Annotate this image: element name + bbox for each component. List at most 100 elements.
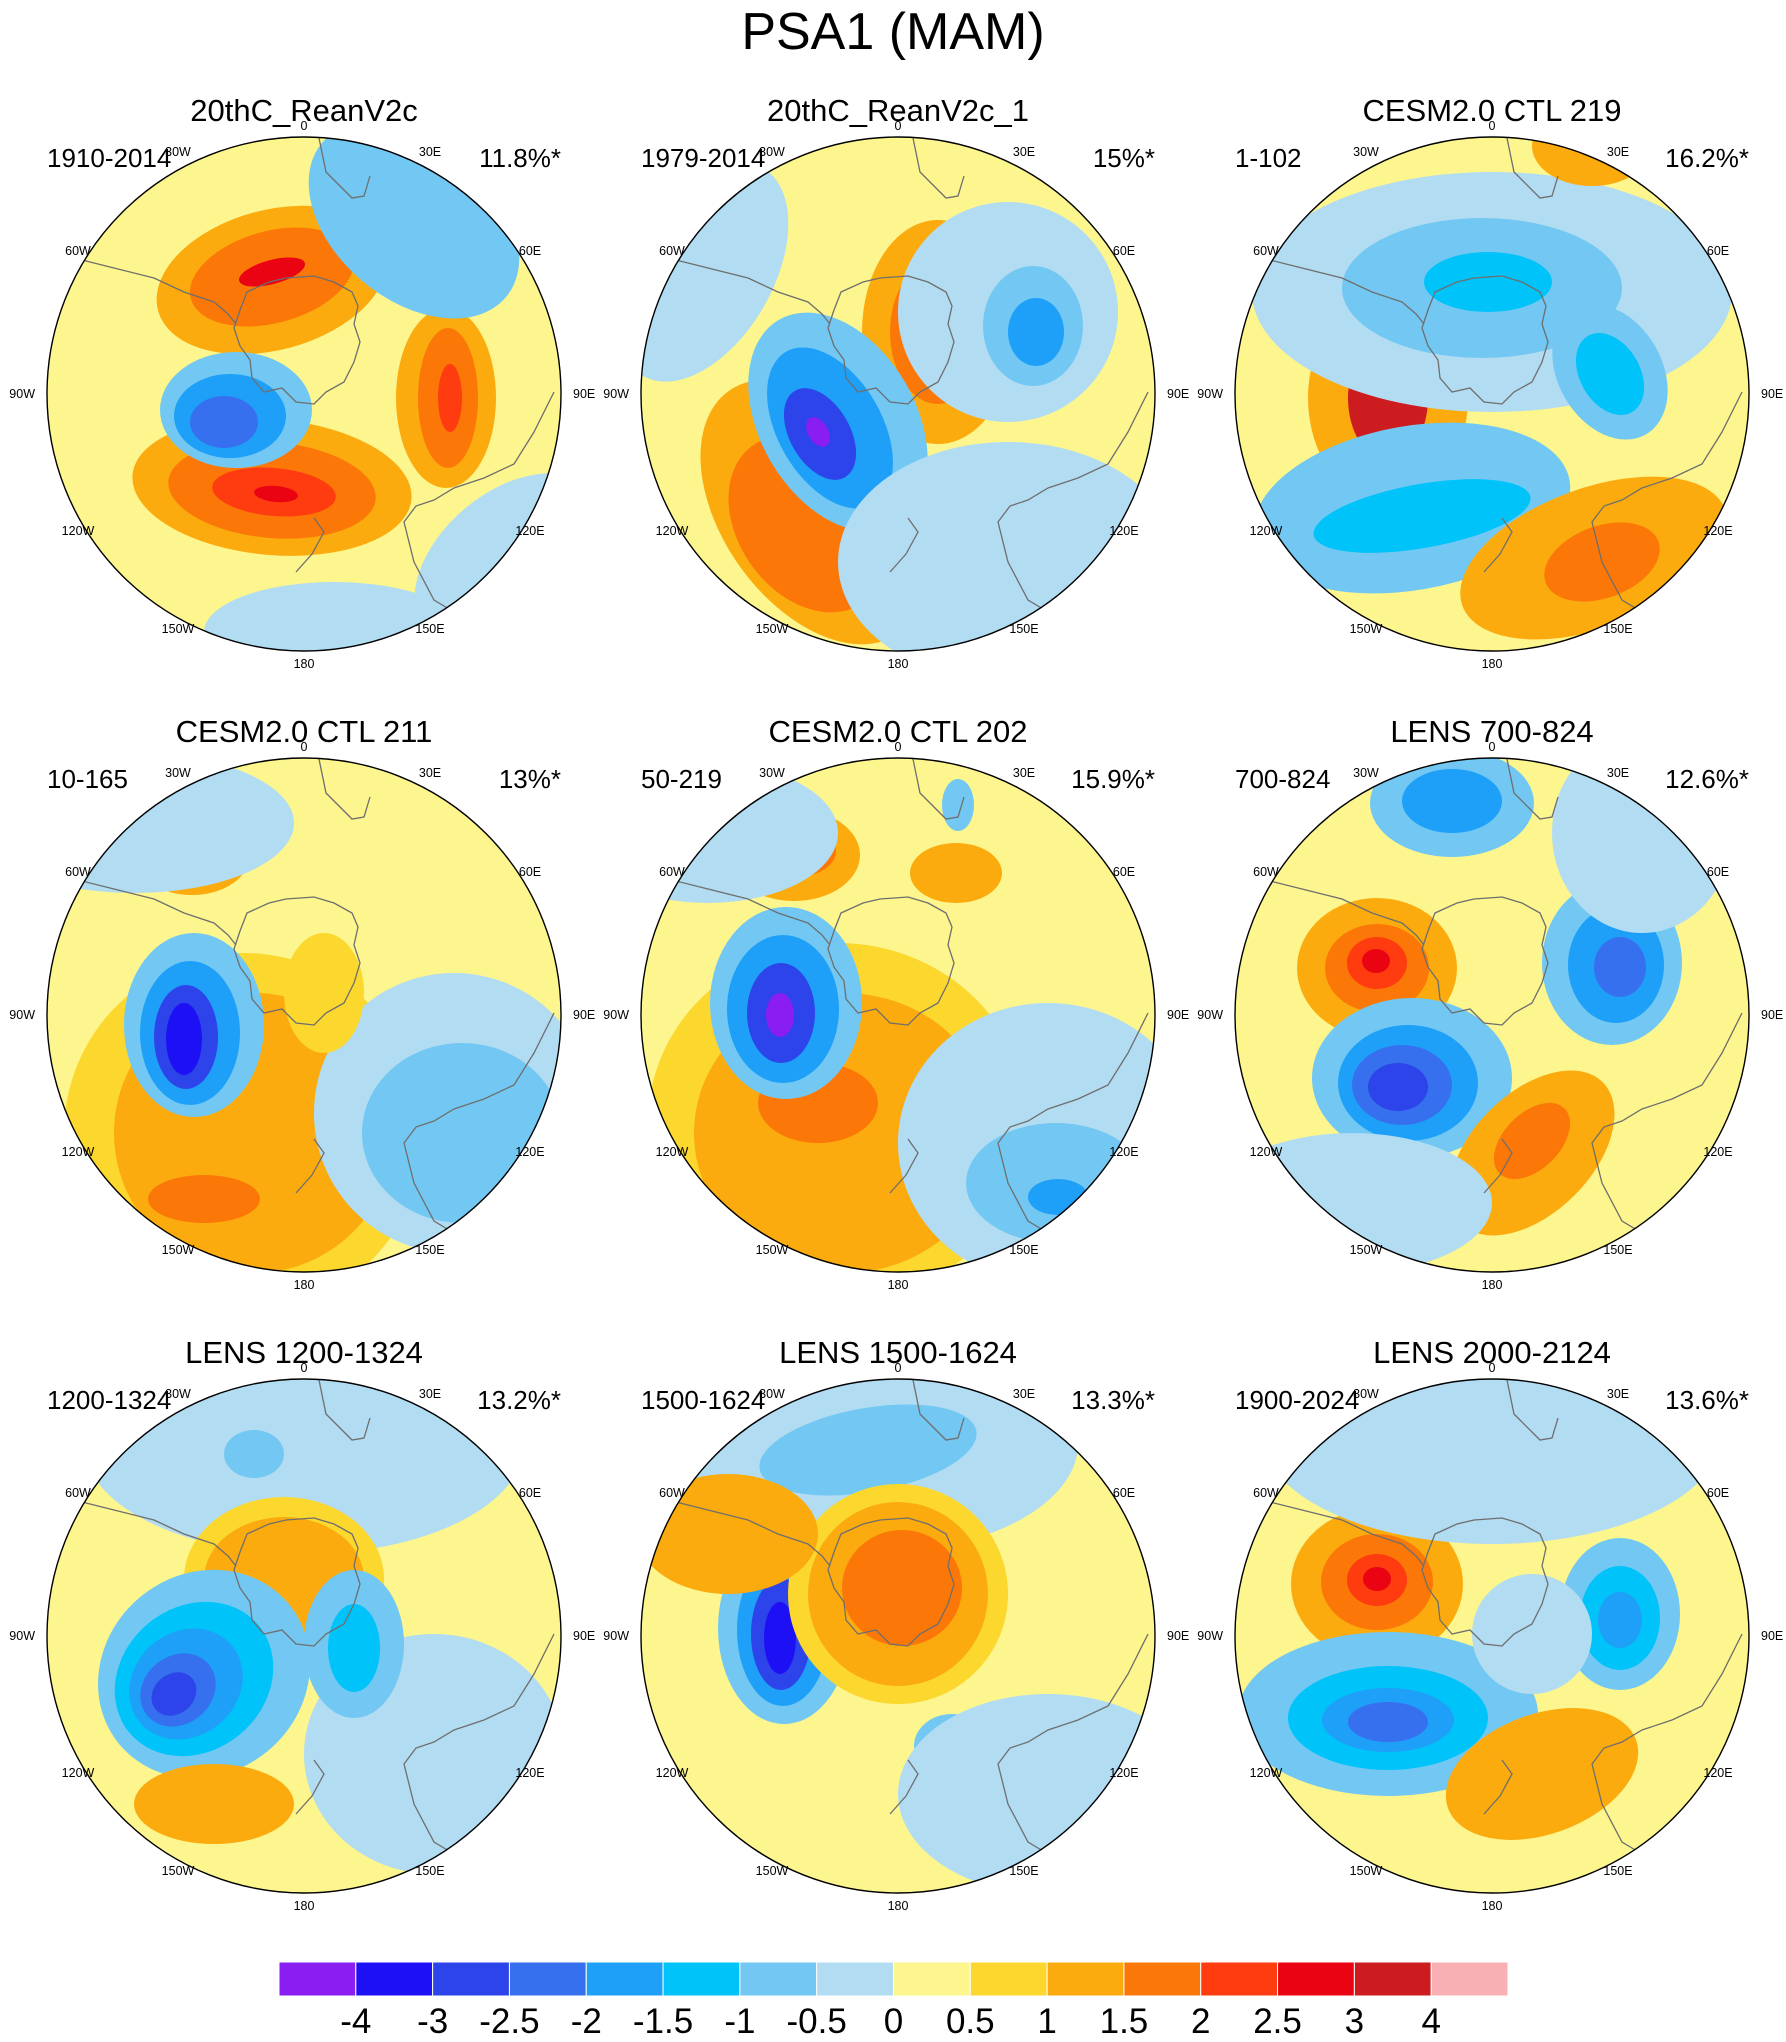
contour-field bbox=[47, 758, 561, 1272]
longitude-labels: 0 30E 60E 90E 120E 150E 180 150W 120W 90… bbox=[1197, 1361, 1783, 1913]
africa-coast bbox=[912, 1379, 965, 1441]
lon-30w: 30W bbox=[759, 145, 785, 159]
south-america-coast bbox=[1261, 257, 1425, 325]
contour-region bbox=[438, 364, 462, 432]
lon-90w: 90W bbox=[9, 387, 35, 401]
panel-8: 0 30E 60E 90E 120E 150E 180 150W 120W 90… bbox=[603, 1334, 1189, 1934]
colorbar-box bbox=[585, 1961, 664, 1997]
contour-region bbox=[328, 1604, 380, 1692]
new-zealand-coast bbox=[889, 1138, 919, 1194]
lon-60w: 60W bbox=[659, 1486, 685, 1500]
map-border bbox=[640, 1378, 1156, 1894]
longitude-labels: 0 30E 60E 90E 120E 150E 180 150W 120W 90… bbox=[9, 740, 595, 1292]
lon-0: 0 bbox=[1489, 119, 1496, 133]
colorbar-box bbox=[1430, 1961, 1509, 1997]
contour-region bbox=[1368, 1063, 1428, 1111]
lon-90w: 90W bbox=[1197, 1629, 1223, 1643]
colorbar-label: -4 bbox=[340, 2002, 372, 2041]
contour-region bbox=[1008, 298, 1064, 366]
contour-field bbox=[641, 1379, 1155, 1893]
new-zealand-coast bbox=[295, 517, 325, 573]
colorbar-label: 0.5 bbox=[945, 2002, 995, 2041]
lon-150e: 150E bbox=[415, 1864, 444, 1878]
lon-90e: 90E bbox=[1167, 1008, 1189, 1022]
contour-region bbox=[1552, 758, 1732, 933]
lon-60e: 60E bbox=[519, 865, 541, 879]
colorbar-label: -2 bbox=[570, 2002, 602, 2041]
africa-coast bbox=[318, 1379, 371, 1441]
madagascar-coast bbox=[1671, 1443, 1683, 1455]
panel-percent: 13.2%* bbox=[477, 1385, 561, 1415]
lon-120e: 120E bbox=[515, 524, 544, 538]
panel-6: 0 30E 60E 90E 120E 150E 180 150W 120W 90… bbox=[1197, 713, 1783, 1313]
lon-60e: 60E bbox=[1113, 244, 1135, 258]
lon-30w: 30W bbox=[759, 766, 785, 780]
colorbar-label: 4 bbox=[1421, 2002, 1441, 2041]
africa-coast bbox=[318, 758, 371, 820]
map-svg: 0 30E 60E 90E 120E 150E 180 150W 120W 90… bbox=[603, 740, 1189, 1292]
lon-60e: 60E bbox=[1707, 244, 1729, 258]
lon-30e: 30E bbox=[1013, 766, 1035, 780]
lon-120w: 120W bbox=[62, 524, 95, 538]
contour-region bbox=[254, 485, 298, 503]
panel-percent: 12.6%* bbox=[1665, 764, 1749, 794]
lon-60e: 60E bbox=[1707, 865, 1729, 879]
longitude-labels: 0 30E 60E 90E 120E 150E 180 150W 120W 90… bbox=[9, 119, 595, 671]
south-america-coast bbox=[73, 257, 237, 325]
south-america-coast bbox=[1261, 1499, 1425, 1567]
map-svg: 0 30E 60E 90E 120E 150E 180 150W 120W 90… bbox=[1197, 119, 1783, 671]
lon-90w: 90W bbox=[603, 1629, 629, 1643]
contour-region bbox=[166, 1003, 202, 1075]
lon-150w: 150W bbox=[1350, 1864, 1383, 1878]
lon-180: 180 bbox=[888, 1278, 909, 1292]
lon-150e: 150E bbox=[1009, 1864, 1038, 1878]
lon-60w: 60W bbox=[659, 244, 685, 258]
lon-90w: 90W bbox=[9, 1629, 35, 1643]
lon-90e: 90E bbox=[1761, 1008, 1783, 1022]
colorbar-label: 3 bbox=[1344, 2002, 1365, 2041]
colorbar-box bbox=[508, 1961, 587, 1997]
south-america-coast bbox=[667, 878, 831, 946]
colorbar-box bbox=[816, 1961, 894, 1997]
south-america-coast bbox=[667, 1499, 831, 1567]
longitude-labels: 0 30E 60E 90E 120E 150E 180 150W 120W 90… bbox=[603, 740, 1189, 1292]
lon-30w: 30W bbox=[1353, 1387, 1379, 1401]
new-zealand-coast bbox=[1483, 1759, 1513, 1815]
lon-90e: 90E bbox=[1167, 1629, 1189, 1643]
madagascar-coast bbox=[1077, 201, 1089, 213]
africa-coast bbox=[1506, 137, 1559, 199]
colorbar-box bbox=[355, 1961, 434, 1997]
lon-30w: 30W bbox=[1353, 145, 1379, 159]
lon-90w: 90W bbox=[1197, 387, 1223, 401]
colorbar-box bbox=[1277, 1961, 1355, 1997]
panel-title: CESM2.0 CTL 202 bbox=[768, 714, 1028, 749]
lon-90w: 90W bbox=[9, 1008, 35, 1022]
contour-region bbox=[1575, 333, 1645, 415]
contour-region bbox=[224, 1430, 284, 1478]
contour-region bbox=[806, 417, 830, 447]
australia-coast bbox=[997, 1633, 1149, 1855]
antarctica-coast bbox=[233, 275, 361, 405]
colorbar-label: -1.5 bbox=[632, 2002, 694, 2041]
panel-title: CESM2.0 CTL 219 bbox=[1362, 93, 1622, 128]
longitude-labels: 0 30E 60E 90E 120E 150E 180 150W 120W 90… bbox=[9, 1361, 595, 1913]
lon-30e: 30E bbox=[419, 1387, 441, 1401]
map-svg: 0 30E 60E 90E 120E 150E 180 150W 120W 90… bbox=[9, 740, 595, 1292]
panel-percent: 13%* bbox=[498, 764, 561, 794]
map-svg: 0 30E 60E 90E 120E 150E 180 150W 120W 90… bbox=[9, 119, 595, 671]
lon-120w: 120W bbox=[1250, 524, 1283, 538]
contour-region bbox=[284, 933, 364, 1053]
lon-30w: 30W bbox=[1353, 766, 1379, 780]
panel-percent: 13.6%* bbox=[1665, 1385, 1749, 1415]
lon-120e: 120E bbox=[1109, 524, 1138, 538]
panel-years: 1900-2024 bbox=[1235, 1385, 1360, 1415]
colorbar-label: 2 bbox=[1191, 2002, 1211, 2041]
lon-90e: 90E bbox=[1167, 387, 1189, 401]
panel-title: 20thC_ReanV2c_1 bbox=[767, 93, 1029, 128]
antarctica-coast bbox=[827, 1517, 955, 1647]
lon-90w: 90W bbox=[1197, 1008, 1223, 1022]
panel-5: 0 30E 60E 90E 120E 150E 180 150W 120W 90… bbox=[603, 713, 1189, 1313]
colorbar-box bbox=[1046, 1961, 1125, 1997]
panel-1: 0 30E 60E 90E 120E 150E 180 150W 120W 90… bbox=[9, 92, 595, 692]
lon-30e: 30E bbox=[1013, 1387, 1035, 1401]
